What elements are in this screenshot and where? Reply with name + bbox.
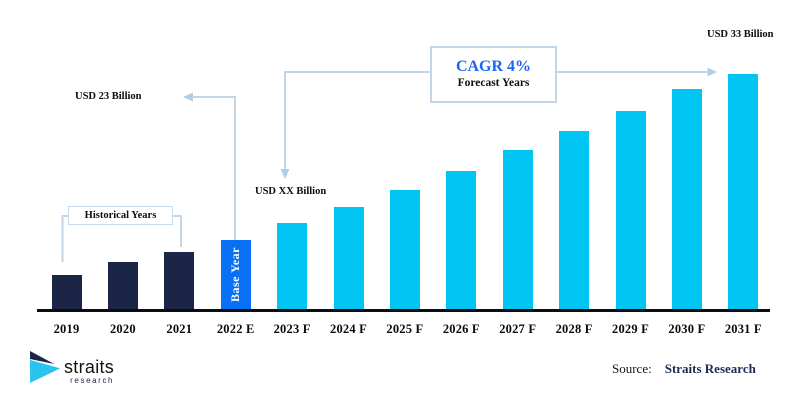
arrow-down-icon	[280, 169, 290, 179]
bar-2026-f	[446, 171, 477, 310]
bar-2027-f	[502, 150, 533, 310]
bar-2023-f	[277, 223, 308, 310]
axis-label-2030-f: 2030 F	[668, 322, 706, 336]
historical-years-box: Historical Years	[68, 206, 173, 225]
x-axis-line	[37, 308, 770, 312]
bar-2022-e	[220, 240, 251, 310]
bar-2025-f	[389, 190, 420, 310]
cagr-box: CAGR 4% Forecast Years	[430, 46, 557, 103]
axis-label-2023-f: 2023 F	[273, 322, 311, 336]
source-label: Source:	[612, 361, 652, 376]
axis-label-2024-f: 2024 F	[330, 322, 367, 336]
source-attribution: Source: Straits Research	[612, 361, 756, 377]
arrow-right-icon	[707, 67, 717, 77]
logo-name: straits	[64, 357, 115, 377]
annotation-usd-33-billion: USD 33 Billion	[707, 29, 774, 40]
historical-bracket-right	[172, 215, 182, 247]
bar-2030-f	[671, 89, 702, 310]
bar-2019	[51, 275, 82, 310]
axis-label-2021: 2021	[166, 322, 193, 336]
axis-label-2029-f: 2029 F	[612, 322, 649, 336]
logo-subtext: research	[70, 376, 115, 385]
logo-arrow-icon	[30, 351, 61, 383]
bar-2024-f	[333, 207, 364, 310]
axis-label-2025-f: 2025 F	[386, 322, 424, 336]
axis-label-2022-e: 2022 E	[216, 322, 255, 336]
annotation-usd-23-billion: USD 23 Billion	[75, 91, 142, 102]
bar-2029-f	[615, 111, 646, 310]
bar-2031-f	[728, 74, 759, 310]
axis-label-2026-f: 2026 F	[442, 322, 480, 336]
logo-text: straits research	[64, 351, 114, 385]
axis-label-2027-f: 2027 F	[499, 322, 537, 336]
arrow-left-icon	[183, 92, 193, 102]
base-year-label-wrap: Base Year	[220, 241, 251, 309]
bar-2028-f	[559, 131, 590, 310]
axis-label-2028-f: 2028 F	[555, 322, 593, 336]
historical-years-label: Historical Years	[84, 210, 157, 221]
historical-bracket-left	[61, 215, 69, 262]
axis-label-2019: 2019	[53, 322, 80, 336]
forecast-years-label: Forecast Years	[457, 77, 530, 90]
bar-2020	[107, 262, 138, 310]
cagr-value: CAGR 4%	[455, 58, 532, 76]
axis-label-2031-f: 2031 F	[724, 322, 762, 336]
straits-research-logo: straits research	[30, 351, 114, 385]
axis-label-2020: 2020	[109, 322, 136, 336]
annotation-usd-xx-billion: USD XX Billion	[255, 186, 327, 197]
source-value: Straits Research	[664, 361, 756, 376]
base-year-label: Base Year	[228, 247, 242, 303]
bar-2021	[164, 252, 195, 310]
